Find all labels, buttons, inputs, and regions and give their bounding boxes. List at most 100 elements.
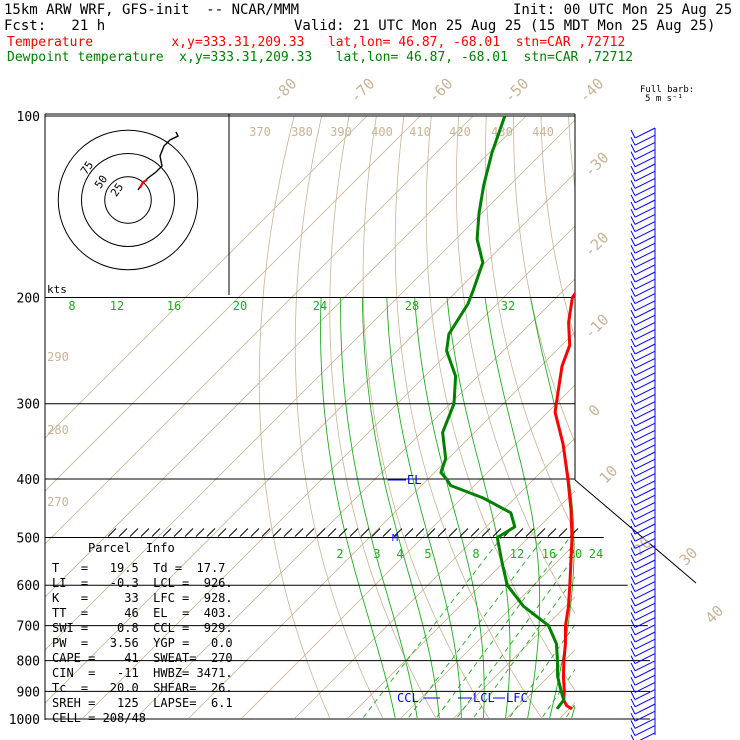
pressure-label: 300	[17, 398, 40, 413]
wind-barb	[634, 156, 656, 168]
tropopause-hash	[382, 528, 392, 537]
wind-barb	[634, 681, 656, 693]
isotherm-label: -50	[501, 75, 533, 107]
parcel-info-row: SREH = 125 LAPSE= 6.1	[52, 696, 233, 710]
wind-barb	[634, 365, 656, 377]
wind-barb	[634, 372, 656, 384]
wind-barb	[634, 415, 656, 427]
wind-barb-flag	[630, 151, 636, 160]
moist-adiabat	[610, 298, 721, 732]
wind-barb-flag	[630, 309, 636, 319]
wind-barb-flag	[630, 676, 636, 686]
wind-barb	[634, 494, 656, 506]
wind-barb-flag	[630, 640, 636, 650]
wind-barb	[634, 235, 656, 247]
wind-barb	[634, 473, 656, 485]
wind-barb	[634, 588, 656, 600]
wind-barb	[634, 336, 656, 348]
wind-barb-flag	[630, 547, 636, 556]
wind-barb-flag	[630, 432, 636, 441]
dry-adiabat	[294, 115, 384, 718]
dry-adiabat	[394, 115, 543, 718]
wind-barb	[634, 537, 656, 549]
wind-barb-flag	[630, 554, 636, 564]
pressure-label: 800	[17, 655, 40, 670]
isotherm-line	[45, 172, 575, 704]
wind-barb-flag	[630, 446, 636, 456]
hodograph-ring-label: 50	[92, 173, 110, 191]
wind-barb	[634, 213, 656, 225]
wind-barb-flag	[630, 374, 636, 384]
mixing-ratio-line	[565, 703, 575, 718]
wind-barb	[634, 221, 656, 233]
dewpoint-legend: Dewpoint temperature x,y=333.31,209.33 l…	[7, 50, 634, 65]
wind-barb-flag	[630, 295, 636, 304]
wind-barb-flag	[630, 583, 636, 592]
wind-barb-flag	[630, 662, 636, 672]
moist-adiabat	[484, 297, 541, 718]
tropopause-hash	[173, 528, 183, 537]
wind-barb-flag	[630, 727, 636, 736]
wind-barb-flag	[630, 482, 636, 492]
wind-barb	[634, 487, 656, 499]
theta-label: 370	[249, 125, 271, 139]
wind-barb	[634, 357, 656, 369]
wind-barb	[634, 458, 656, 470]
dry-adiabat	[596, 116, 740, 732]
theta-label: 280	[47, 423, 69, 437]
isotherm-line	[652, 116, 740, 732]
mixing-ratio-line	[592, 538, 722, 732]
wind-barb	[634, 509, 656, 521]
wind-barb-flag	[630, 223, 636, 232]
hodograph-ring	[57, 129, 199, 271]
tropopause-hash	[184, 528, 194, 537]
theta-label: 440	[532, 125, 554, 139]
tropopause-hash	[426, 528, 436, 537]
wind-barb-flag	[630, 648, 636, 657]
pressure-label: 500	[17, 531, 40, 546]
wind-barb	[634, 595, 656, 607]
tropopause-hash	[195, 528, 205, 537]
pressure-label: 700	[17, 620, 40, 635]
tropopause-hash	[459, 528, 469, 537]
moist-adiabat	[361, 297, 440, 718]
isotherm-line	[705, 116, 740, 732]
parcel-info-row: CIN = -11 HWBZ= 3471.	[52, 666, 233, 680]
wind-barb-flag	[630, 568, 636, 578]
wind-barb	[634, 422, 656, 434]
dry-adiabat	[678, 116, 740, 732]
isotherm-line	[45, 119, 575, 651]
tropopause-hash	[327, 528, 337, 537]
dewpoint-profile	[439, 115, 566, 710]
wind-barb-flag	[630, 259, 636, 268]
wind-barb	[634, 545, 656, 557]
init-time: Init: 00 UTC Mon 25 Aug 25	[513, 2, 733, 18]
mixing-ratio-line	[362, 537, 502, 718]
wind-barb	[634, 141, 656, 153]
parcel-info-row: TT = 46 EL = 403.	[52, 606, 233, 620]
tropopause-hash	[272, 528, 282, 537]
dry-adiabat	[733, 116, 740, 732]
tropopause-hash	[305, 528, 315, 537]
wind-barb	[634, 321, 656, 333]
wind-barb-flag	[630, 604, 636, 614]
parcel-info-title: Parcel Info	[88, 541, 175, 555]
wind-barb	[634, 307, 656, 319]
wind-barb-flag	[630, 424, 636, 434]
wind-barb-flag	[630, 439, 636, 448]
wind-barb-flag	[630, 475, 636, 484]
tropopause-hash	[558, 528, 568, 537]
tropopause-hash	[316, 528, 326, 537]
pressure-label: 100	[17, 110, 40, 125]
wind-barb-flag	[630, 381, 636, 391]
wind-barb-flag	[630, 460, 636, 470]
isotherm-label: 30	[676, 544, 702, 570]
isotherm-line	[45, 115, 527, 598]
wind-barb-flag	[630, 252, 636, 261]
tropopause-hash	[360, 528, 370, 537]
wind-barb-flag	[630, 612, 636, 621]
wind-barb-flag	[630, 396, 636, 405]
wind-barb-flag	[630, 136, 636, 146]
dry-adiabat	[455, 115, 575, 615]
valid-time: Valid: 21 UTC Mon 25 Aug 25 (15 MDT Mon …	[294, 18, 716, 34]
